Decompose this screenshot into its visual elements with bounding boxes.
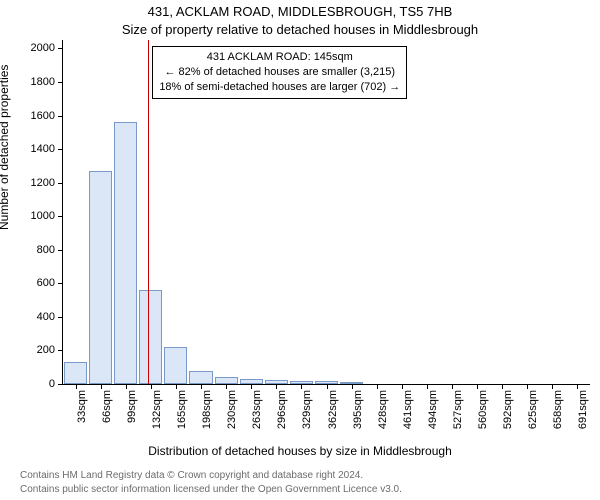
x-tick-label: 132sqm	[151, 390, 163, 429]
footer-text: Contains HM Land Registry data © Crown c…	[20, 469, 402, 496]
y-tick-label: 800	[37, 244, 55, 256]
y-tick	[58, 216, 63, 217]
x-tick	[552, 384, 553, 389]
x-tick	[577, 384, 578, 389]
x-tick	[402, 384, 403, 389]
x-tick	[352, 384, 353, 389]
x-tick-label: 99sqm	[126, 390, 138, 423]
x-tick-label: 165sqm	[176, 390, 188, 429]
histogram-bar	[114, 122, 137, 384]
x-tick	[477, 384, 478, 389]
y-tick	[58, 82, 63, 83]
y-tick	[58, 48, 63, 49]
histogram-bar	[215, 377, 238, 384]
x-tick	[201, 384, 202, 389]
footer-line1: Contains HM Land Registry data © Crown c…	[20, 469, 402, 483]
y-tick	[58, 317, 63, 318]
x-tick	[251, 384, 252, 389]
x-tick	[502, 384, 503, 389]
x-tick	[176, 384, 177, 389]
annotation-line3: 18% of semi-detached houses are larger (…	[159, 80, 400, 95]
x-axis-label: Distribution of detached houses by size …	[0, 444, 600, 458]
x-tick-label: 494sqm	[427, 390, 439, 429]
chart-container: 431, ACKLAM ROAD, MIDDLESBROUGH, TS5 7HB…	[0, 0, 600, 500]
y-tick-label: 400	[37, 311, 55, 323]
y-tick-label: 1600	[31, 110, 55, 122]
y-tick-label: 1000	[31, 210, 55, 222]
annotation-box: 431 ACKLAM ROAD: 145sqm ← 82% of detache…	[152, 46, 407, 99]
footer-line2: Contains public sector information licen…	[20, 483, 402, 497]
annotation-line2: ← 82% of detached houses are smaller (3,…	[159, 65, 400, 80]
x-tick-label: 395sqm	[352, 390, 364, 429]
y-tick-label: 200	[37, 344, 55, 356]
x-tick-label: 461sqm	[402, 390, 414, 429]
x-tick	[276, 384, 277, 389]
x-tick	[327, 384, 328, 389]
y-tick	[58, 116, 63, 117]
histogram-bar	[139, 290, 162, 384]
x-tick-label: 230sqm	[226, 390, 238, 429]
x-tick-label: 625sqm	[527, 390, 539, 429]
histogram-bar	[189, 371, 212, 384]
x-tick-label: 691sqm	[577, 390, 589, 429]
y-tick-label: 1400	[31, 143, 55, 155]
y-axis-label: Number of detached properties	[0, 65, 11, 230]
y-tick	[58, 350, 63, 351]
x-tick	[301, 384, 302, 389]
x-tick	[226, 384, 227, 389]
x-tick-label: 263sqm	[251, 390, 263, 429]
x-tick	[452, 384, 453, 389]
x-tick	[126, 384, 127, 389]
y-tick	[58, 250, 63, 251]
chart-title-line1: 431, ACKLAM ROAD, MIDDLESBROUGH, TS5 7HB	[0, 4, 600, 19]
x-tick-label: 527sqm	[452, 390, 464, 429]
x-tick-label: 592sqm	[502, 390, 514, 429]
x-tick	[527, 384, 528, 389]
annotation-line1: 431 ACKLAM ROAD: 145sqm	[159, 50, 400, 65]
x-tick-label: 33sqm	[76, 390, 88, 423]
y-tick-label: 1200	[31, 177, 55, 189]
histogram-bar	[64, 362, 87, 384]
y-tick-label: 0	[49, 378, 55, 390]
plot-area: 431 ACKLAM ROAD: 145sqm ← 82% of detache…	[62, 40, 590, 385]
y-tick-label: 1800	[31, 76, 55, 88]
x-tick	[377, 384, 378, 389]
x-tick	[76, 384, 77, 389]
x-tick-label: 560sqm	[477, 390, 489, 429]
x-tick	[427, 384, 428, 389]
x-tick-label: 428sqm	[377, 390, 389, 429]
marker-line	[148, 40, 149, 384]
y-tick	[58, 283, 63, 284]
x-tick	[101, 384, 102, 389]
y-tick	[58, 149, 63, 150]
histogram-bar	[89, 171, 112, 384]
y-tick-label: 600	[37, 277, 55, 289]
x-tick-label: 66sqm	[101, 390, 113, 423]
x-tick-label: 198sqm	[201, 390, 213, 429]
x-tick-label: 296sqm	[276, 390, 288, 429]
x-tick-label: 658sqm	[552, 390, 564, 429]
chart-title-line2: Size of property relative to detached ho…	[0, 22, 600, 37]
x-tick-label: 362sqm	[327, 390, 339, 429]
y-tick	[58, 183, 63, 184]
y-tick-label: 2000	[31, 42, 55, 54]
x-tick	[151, 384, 152, 389]
histogram-bar	[164, 347, 187, 384]
x-tick-label: 329sqm	[301, 390, 313, 429]
y-tick	[58, 384, 63, 385]
